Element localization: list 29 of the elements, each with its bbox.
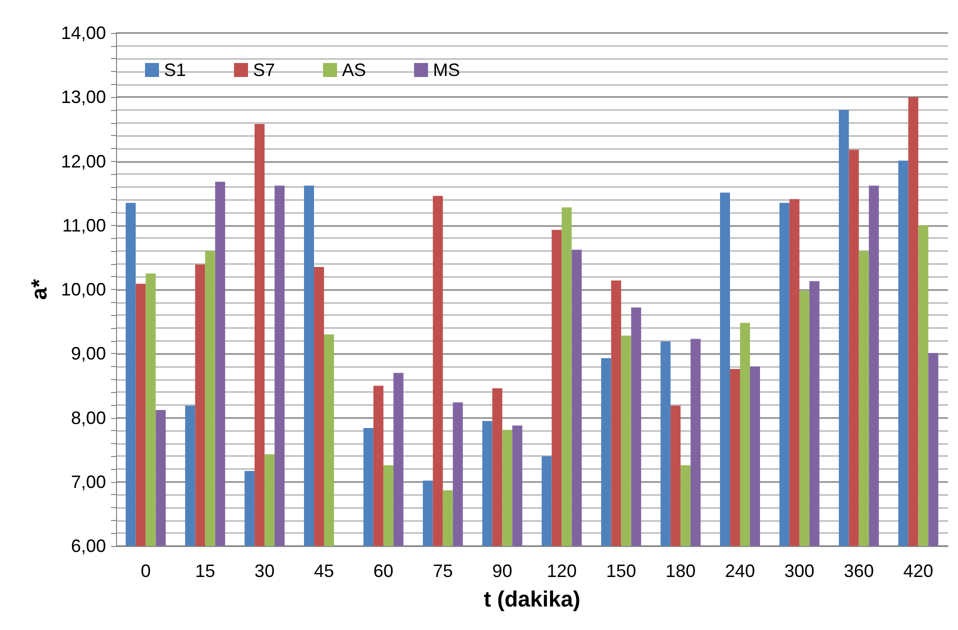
x-tick-label: 30	[254, 561, 275, 581]
x-axis-title: t (dakika)	[484, 586, 580, 612]
x-tick-label: 240	[724, 561, 756, 581]
x-tick-label: 180	[666, 561, 696, 581]
x-tick-label: 120	[546, 561, 577, 581]
y-tick-label: 6,00	[70, 536, 106, 556]
x-tick-label: 300	[784, 561, 814, 581]
y-tick-label: 9,00	[70, 344, 106, 364]
y-tick-label: 11,00	[62, 215, 106, 236]
x-tick-label: 60	[373, 561, 394, 581]
y-tick-label: 7,00	[70, 472, 106, 492]
y-tick-label: 14,00	[60, 23, 106, 43]
y-axis-title: a*	[26, 278, 52, 300]
x-tick-label: 90	[492, 561, 512, 581]
x-tick-label: 0	[140, 561, 151, 581]
x-tick-label: 45	[314, 561, 334, 581]
x-tick-label: 15	[195, 561, 216, 581]
legend-label: S1	[164, 60, 186, 80]
x-tick-label: 75	[432, 561, 453, 581]
x-tick-label: 150	[606, 561, 636, 581]
y-tick-label: 10,00	[60, 280, 106, 300]
y-tick-label: 8,00	[70, 408, 106, 428]
y-tick-label: 13,00	[60, 87, 106, 108]
y-tick-label: 12,00	[60, 151, 106, 172]
x-tick-label: 420	[903, 561, 934, 581]
legend-label: S7	[253, 60, 276, 80]
legend-label: AS	[342, 60, 366, 80]
legend-label: MS	[433, 60, 460, 80]
x-tick-label: 360	[844, 561, 874, 581]
